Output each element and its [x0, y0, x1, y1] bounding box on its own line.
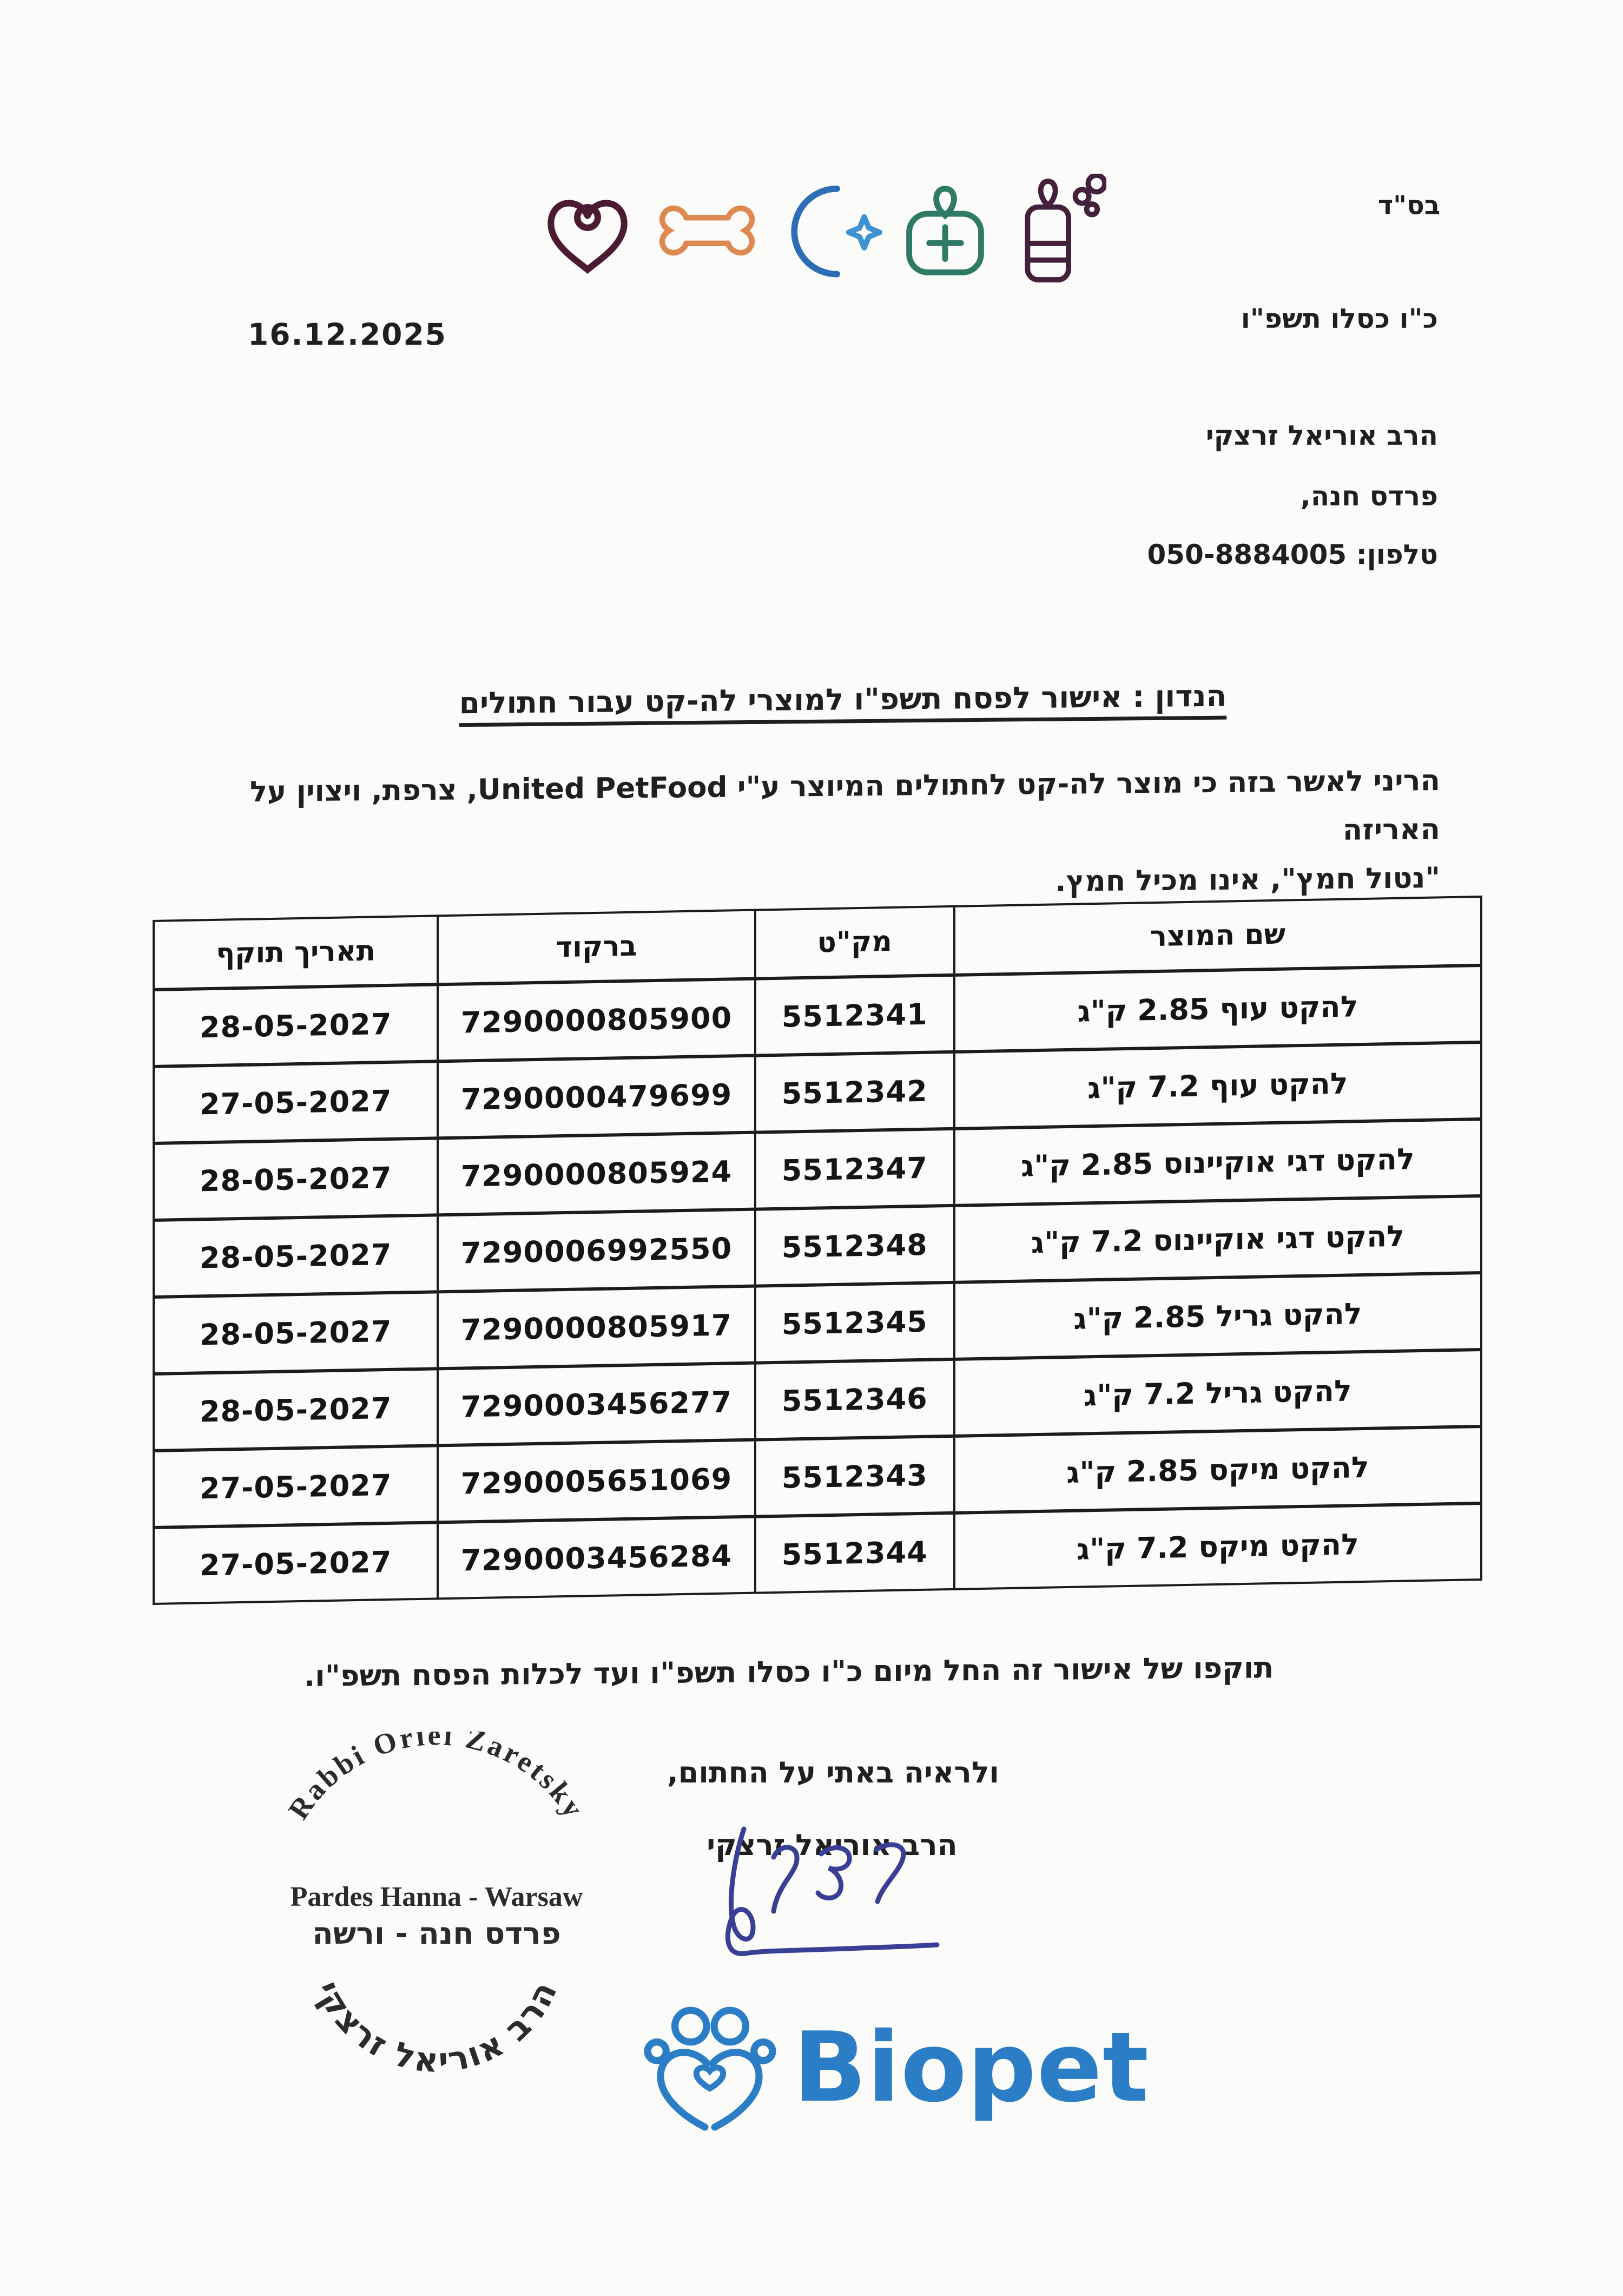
body-line-1: הריני לאשר בזה כי מוצר לה-קט לחתולים המי…	[249, 764, 1440, 847]
body-paragraph: הריני לאשר בזה כי מוצר לה-קט לחתולים המי…	[180, 756, 1440, 915]
bsd-mark: בס"ד	[1377, 190, 1440, 221]
cell-product-name: להקט דגי אוקיינוס 2.85 ק"ג	[954, 1119, 1481, 1206]
cell-expiry: 28-05-2027	[154, 1138, 438, 1220]
header-expiry: תאריך תוקף	[154, 916, 438, 990]
cell-sku: 5512348	[755, 1205, 954, 1286]
cell-product-name: להקט גריל 2.85 ק"ג	[954, 1272, 1481, 1359]
bottle-bubbles-icon	[1025, 173, 1106, 282]
rabbi-stamp: Rabbi Oriel Zaretsky Pardes Hanna - Wars…	[282, 1732, 591, 2081]
cell-barcode: 7290000805900	[438, 978, 755, 1062]
recipient-city: פרדס חנה,	[1300, 481, 1438, 512]
biopet-logo: Biopet	[634, 1998, 1149, 2134]
products-table: שם המוצר מק"ט ברקוד תאריך תוקף להקט עוף …	[153, 896, 1482, 1605]
header-product-name: שם המוצר	[954, 896, 1481, 975]
cell-barcode: 7290000805924	[438, 1132, 755, 1215]
handwritten-signature	[725, 1826, 940, 1956]
cell-expiry: 28-05-2027	[154, 1369, 438, 1451]
recipient-name: הרב אוריאל זרצקי	[1205, 420, 1438, 451]
cell-product-name: להקט דגי אוקיינוס 7.2 ק"ג	[954, 1195, 1481, 1282]
signoff-line: ולראיה באתי על החתום,	[667, 1755, 999, 1790]
signoff-name: הרב אוריאל זרצקי	[707, 1828, 958, 1862]
hebrew-date: כ"ו כסלו תשפ"ו	[1241, 303, 1438, 334]
header-sku: מק"ט	[755, 906, 954, 979]
cell-expiry: 27-05-2027	[154, 1445, 438, 1528]
moon-star-icon	[790, 185, 882, 277]
biopet-paw-heart-icon	[644, 2006, 776, 2131]
subject-line-wrap: הנדון : אישור לפסח תשפ"ו למוצרי לה-קט עב…	[31, 674, 1623, 725]
header-barcode: ברקוד	[438, 910, 755, 985]
biopet-logo-text: Biopet	[793, 2011, 1150, 2123]
cell-sku: 5512345	[755, 1282, 954, 1363]
cell-product-name: להקט עוף 7.2 ק"ג	[954, 1042, 1481, 1129]
cell-expiry: 27-05-2027	[154, 1061, 438, 1143]
cell-barcode: 7290003456284	[438, 1516, 755, 1599]
heart-loop-icon	[547, 200, 628, 274]
stamp-line2-text: פרדס חנה - ורשה	[312, 1916, 560, 1951]
cell-barcode: 7290000479699	[438, 1055, 755, 1139]
cell-barcode: 7290006992550	[438, 1209, 755, 1292]
validity-statement: תוקפו של אישור זה החל מיום כ"ו כסלו תשפ"…	[304, 1650, 1274, 1693]
cell-sku: 5512346	[755, 1359, 954, 1440]
cell-product-name: להקט עוף 2.85 ק"ג	[954, 965, 1481, 1052]
cell-expiry: 28-05-2027	[154, 1292, 438, 1374]
subject-line: הנדון : אישור לפסח תשפ"ו למוצרי לה-קט עב…	[459, 678, 1227, 721]
cell-sku: 5512341	[755, 975, 954, 1056]
cell-barcode: 7290005651069	[438, 1439, 755, 1523]
recipient-phone: טלפון: 050-8884005	[1147, 539, 1438, 570]
cell-expiry: 27-05-2027	[154, 1522, 438, 1604]
letterhead-icons	[541, 172, 1106, 288]
stamp-line1-text: Pardes Hanna - Warsaw	[291, 1881, 583, 1912]
cell-expiry: 28-05-2027	[154, 984, 438, 1067]
cell-sku: 5512347	[755, 1128, 954, 1209]
cell-expiry: 28-05-2027	[154, 1215, 438, 1297]
first-aid-bag-icon	[906, 185, 984, 275]
cell-barcode: 7290003456277	[438, 1363, 755, 1446]
stamp-top-arc-text: Rabbi Oriel Zaretsky	[282, 1732, 591, 1825]
cell-product-name: להקט מיקס 2.85 ק"ג	[954, 1426, 1481, 1513]
cell-barcode: 7290000805917	[438, 1286, 755, 1369]
bone-icon	[659, 205, 755, 255]
cell-product-name: להקט מיקס 7.2 ק"ג	[954, 1503, 1481, 1589]
cell-sku: 5512344	[755, 1512, 954, 1593]
cell-sku: 5512342	[755, 1051, 954, 1133]
gregorian-date: 16.12.2025	[248, 317, 447, 352]
cell-sku: 5512343	[755, 1436, 954, 1517]
stamp-bottom-arc-text: הרב אוריאל זרצקי	[308, 1974, 565, 2081]
cell-product-name: להקט גריל 7.2 ק"ג	[954, 1349, 1481, 1436]
